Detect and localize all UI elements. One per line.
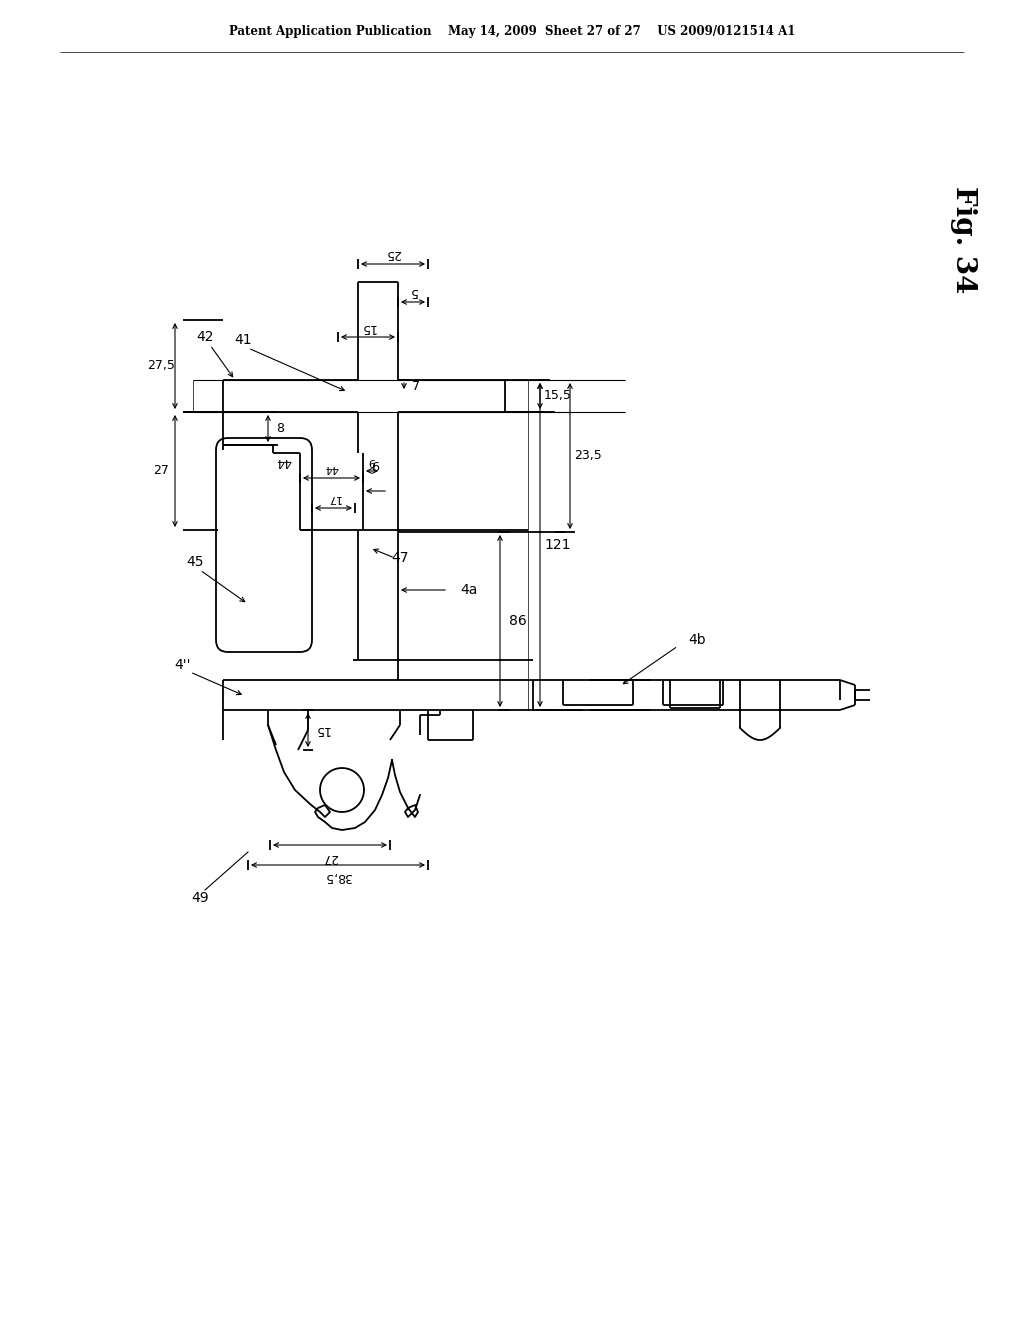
Text: 47: 47 — [391, 550, 409, 565]
Text: 38,5: 38,5 — [324, 870, 352, 883]
Text: 9: 9 — [369, 455, 376, 466]
Text: 15: 15 — [360, 321, 376, 334]
Text: 44: 44 — [275, 455, 291, 469]
Text: 17: 17 — [327, 492, 341, 503]
Text: 27,5: 27,5 — [147, 359, 175, 372]
Text: Fig. 34: Fig. 34 — [949, 186, 977, 293]
Text: 9: 9 — [371, 457, 379, 470]
Text: 44: 44 — [325, 463, 339, 473]
Text: 27: 27 — [153, 465, 169, 478]
Text: 41: 41 — [234, 333, 252, 347]
Text: 7: 7 — [412, 380, 420, 392]
Text: 121: 121 — [545, 539, 571, 552]
Text: 8: 8 — [276, 422, 284, 436]
Text: 23,5: 23,5 — [574, 450, 602, 462]
Text: 4b: 4b — [688, 634, 706, 647]
Text: Patent Application Publication    May 14, 2009  Sheet 27 of 27    US 2009/012151: Patent Application Publication May 14, 2… — [228, 25, 796, 38]
Text: 5: 5 — [409, 285, 417, 298]
Text: 42: 42 — [197, 330, 214, 345]
Text: 49: 49 — [191, 891, 209, 906]
Text: 15: 15 — [314, 723, 330, 737]
Text: 86: 86 — [509, 614, 527, 628]
Text: 4'': 4'' — [175, 657, 191, 672]
Text: 4a: 4a — [460, 583, 477, 597]
Text: 25: 25 — [385, 248, 401, 260]
Text: 27: 27 — [323, 850, 338, 863]
Text: 45: 45 — [186, 554, 204, 569]
Text: 15,5: 15,5 — [544, 389, 572, 403]
